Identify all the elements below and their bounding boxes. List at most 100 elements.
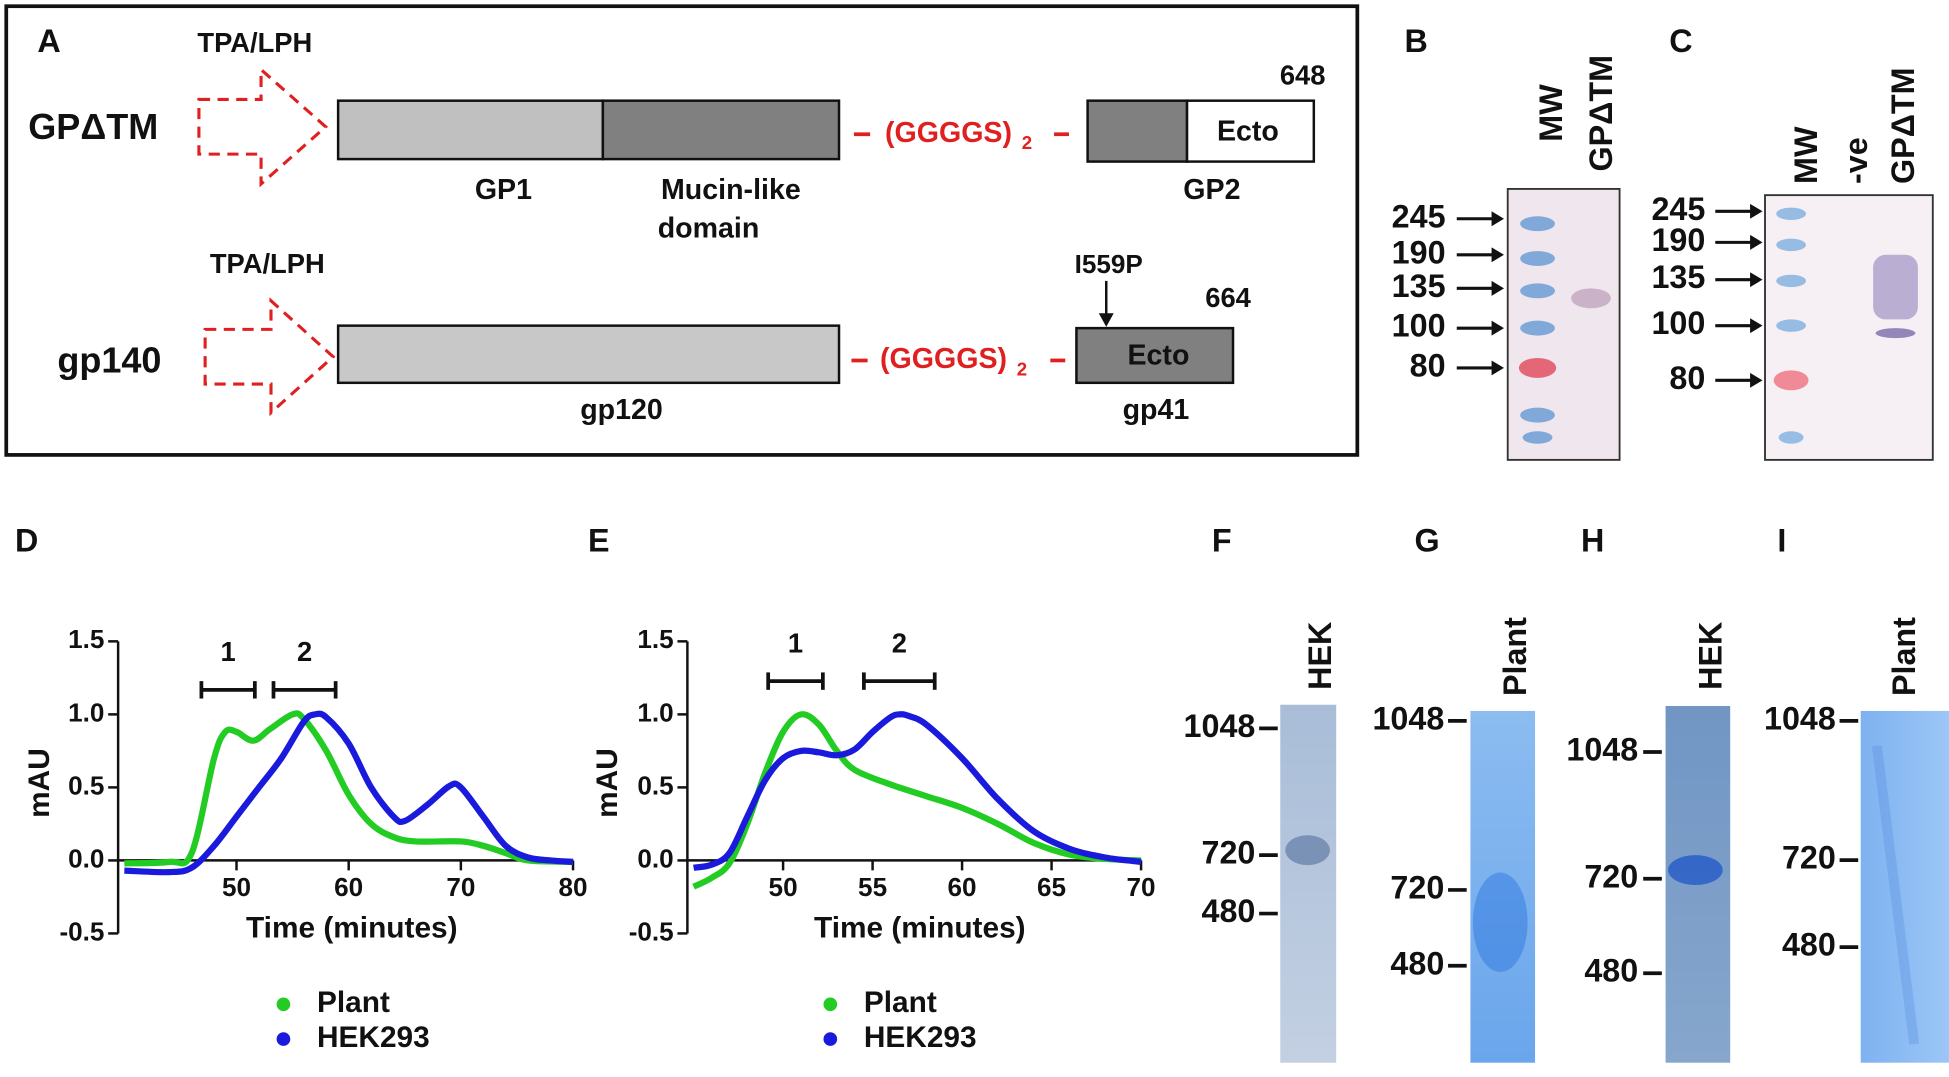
lane-label: MW: [1533, 84, 1569, 142]
y-axis-label: mAU: [23, 748, 56, 818]
band: [1776, 238, 1807, 252]
domain-label: Mucin-like: [661, 174, 801, 206]
panel-label: H: [1581, 523, 1604, 559]
x-tick-label: 50: [222, 872, 251, 902]
linker-label: (GGGGS): [885, 117, 1012, 149]
band: [1668, 855, 1723, 885]
annotation: 2: [892, 627, 907, 658]
marker-label: 245: [1392, 198, 1446, 234]
legend-marker: [823, 997, 838, 1012]
marker-label: 245: [1651, 191, 1705, 227]
domain-label: domain: [658, 212, 760, 244]
x-axis-label: Time (minutes): [246, 912, 458, 945]
marker-arrowhead: [1491, 320, 1504, 336]
marker-arrowhead: [1750, 372, 1763, 388]
marker-arrowhead: [1491, 211, 1504, 227]
panel-label: I: [1777, 523, 1786, 559]
band: [1875, 328, 1916, 339]
construct-label: GPΔTM: [28, 106, 158, 147]
annotation: 1: [221, 636, 236, 667]
gp1-domain: [336, 99, 605, 161]
mw-bands: [1520, 216, 1555, 444]
marker-label: 1048: [1764, 700, 1836, 736]
marker-arrowhead: [1750, 203, 1763, 219]
band: [1873, 254, 1918, 320]
lane-label: Plant: [1886, 617, 1922, 696]
marker-arrowhead: [1491, 360, 1504, 376]
band: [1520, 407, 1555, 423]
legend-label: HEK293: [864, 1021, 977, 1054]
gp120-domain: [336, 324, 841, 385]
band: [1776, 319, 1807, 332]
band: [1472, 872, 1528, 972]
band: [1520, 251, 1555, 266]
smear: [1871, 745, 1920, 1045]
x-axis-label: Time (minutes): [814, 912, 1026, 945]
y-tick-label: 0.5: [637, 770, 673, 800]
construct-label: gp140: [57, 339, 161, 380]
series-line: [692, 711, 1142, 890]
mutation-arrowhead: [1098, 313, 1114, 327]
band: [1520, 320, 1555, 336]
mutation-label: I559P: [1075, 249, 1143, 279]
marker-arrowhead: [1750, 234, 1763, 250]
ecto-domain: [1075, 326, 1235, 385]
series-line: [124, 710, 574, 867]
marker-label: 80: [1410, 347, 1446, 383]
ecto-domain: [1185, 99, 1316, 163]
marker-label: 720: [1782, 840, 1836, 876]
annotation: 2: [297, 636, 312, 667]
panel-label: F: [1212, 523, 1232, 559]
annotation: 1: [788, 627, 803, 658]
x-tick-label: 60: [334, 872, 363, 902]
linker-subscript: 2: [1017, 358, 1027, 379]
linker-subscript: 2: [1022, 132, 1032, 153]
y-tick-label: 0.5: [68, 770, 104, 800]
marker-label: 135: [1651, 259, 1705, 295]
lane-label: MW: [1788, 126, 1824, 184]
marker-label: 720: [1584, 858, 1638, 894]
marker-label: 80: [1669, 360, 1705, 396]
charts: -0.5 0.0 0.5 1.0 1.5 50 60 70 80 Time (minutes) mA…: [23, 624, 1156, 1054]
marker-group: 1048 720 480 1048 720 480 1048 720 480 1048 720 480: [1184, 700, 1859, 989]
mucin-domain: [601, 99, 841, 161]
band: [1520, 283, 1555, 299]
marker-label: 720: [1390, 869, 1444, 905]
series-line: [124, 710, 574, 876]
signal-label: TPA/LPH: [210, 248, 325, 279]
lane-label: Plant: [1497, 617, 1533, 696]
marker-label: 100: [1392, 308, 1446, 344]
x-tick-label: 65: [1037, 872, 1066, 902]
marker-arrowhead: [1750, 272, 1763, 288]
marker-label: 190: [1651, 222, 1705, 258]
y-tick-label: 1.5: [68, 624, 104, 654]
lane-label: GPΔTM: [1583, 55, 1619, 172]
marker-label: 100: [1651, 305, 1705, 341]
panel-label: A: [37, 23, 60, 59]
marker-label: 480: [1782, 927, 1836, 963]
y-tick-label: -0.5: [59, 916, 104, 946]
domain-label: gp120: [580, 394, 663, 426]
ecto-label: Ecto: [1217, 116, 1279, 148]
signal-label: TPA/LPH: [197, 27, 312, 58]
band: [1776, 207, 1807, 220]
x-tick-label: 50: [769, 872, 798, 902]
mw-bands: [1776, 207, 1807, 444]
band: [1522, 431, 1553, 444]
legend-label: HEK293: [317, 1021, 430, 1054]
domain-label: GP2: [1183, 174, 1240, 206]
legend-marker: [276, 997, 291, 1012]
panel-label: C: [1669, 23, 1692, 59]
linker-label: (GGGGS): [880, 343, 1007, 375]
gel-lane: [1860, 710, 1949, 1063]
band: [1571, 288, 1611, 309]
y-tick-label: 1.0: [637, 697, 673, 727]
marker-label: 190: [1392, 234, 1446, 270]
marker-label: 480: [1202, 893, 1256, 929]
marker-label: 480: [1584, 953, 1638, 989]
marker-label: 720: [1202, 835, 1256, 871]
